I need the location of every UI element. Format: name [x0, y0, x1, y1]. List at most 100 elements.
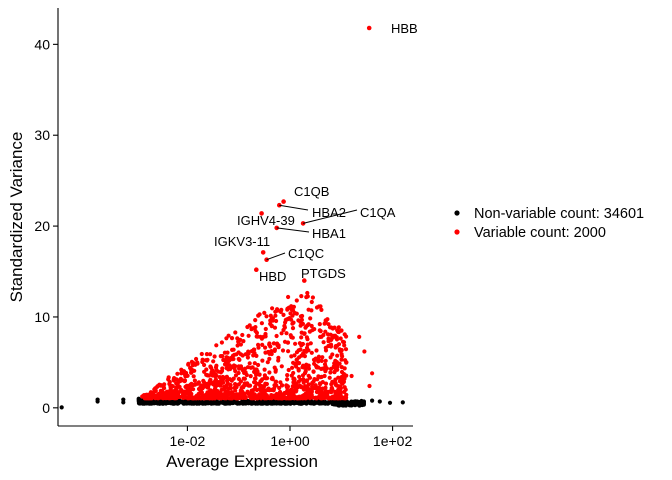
variable-point: [278, 309, 283, 314]
variable-point: [302, 365, 307, 370]
labeled-gene-point: [302, 278, 307, 283]
variable-point: [334, 383, 339, 388]
non-variable-point: [275, 399, 280, 404]
variable-point: [313, 383, 318, 388]
variable-point: [263, 381, 268, 386]
variable-point: [288, 311, 293, 316]
variable-point: [224, 383, 229, 388]
variable-point: [228, 382, 233, 388]
variable-point: [308, 341, 313, 346]
variable-point: [314, 305, 320, 310]
variable-point: [205, 385, 210, 390]
variable-point: [236, 376, 241, 382]
variable-point: [181, 369, 187, 374]
variable-point: [292, 353, 297, 358]
variable-point: [290, 365, 295, 370]
variable-point: [219, 387, 224, 392]
variable-point: [168, 388, 173, 393]
variable-point: [285, 317, 290, 322]
variable-point: [246, 391, 251, 396]
variable-point: [341, 340, 347, 345]
variable-point: [251, 353, 256, 358]
variable-point: [185, 387, 190, 392]
variable-point: [274, 318, 279, 324]
variable-point: [212, 354, 217, 359]
variable-point: [320, 355, 325, 360]
variable-point: [335, 363, 340, 368]
legend-key-non-variable: [454, 210, 460, 216]
variable-point: [219, 396, 224, 401]
variable-point: [301, 378, 306, 383]
variable-point: [309, 299, 314, 305]
variable-point: [229, 336, 235, 341]
variable-point: [207, 396, 212, 401]
non-variable-point: [317, 401, 322, 406]
variable-point: [317, 322, 322, 327]
variable-point: [256, 362, 261, 368]
variable-point: [319, 307, 324, 312]
variable-point: [317, 328, 322, 333]
variable-point: [282, 391, 287, 396]
y-tick-label: 20: [34, 218, 50, 234]
variable-point: [339, 357, 344, 362]
variable-point: [239, 394, 244, 399]
variable-point: [233, 330, 238, 335]
variable-point: [252, 361, 257, 366]
variable-point: [323, 329, 328, 334]
variable-point: [225, 378, 230, 383]
variable-point: [281, 312, 286, 317]
variable-point: [200, 359, 205, 365]
variable-point: [343, 387, 348, 392]
label-leader-lines: [266, 204, 358, 261]
variable-point: [247, 323, 252, 328]
variable-point: [285, 373, 290, 378]
variable-point: [253, 318, 258, 323]
variable-point: [306, 363, 311, 368]
variable-point: [182, 379, 187, 384]
variable-point: [267, 370, 272, 375]
variable-point: [280, 348, 286, 353]
variable-point: [243, 352, 248, 357]
variable-point: [284, 331, 289, 336]
variable-point: [331, 365, 336, 370]
variable-point: [289, 307, 294, 312]
variable-point: [263, 326, 268, 332]
non-variable-point: [255, 401, 260, 406]
variable-point: [246, 333, 251, 338]
legend-label-variable: Variable count: 2000: [474, 225, 606, 241]
variable-point: [186, 361, 191, 366]
variable-point: [299, 394, 304, 399]
variable-point: [212, 383, 217, 388]
variable-point: [270, 316, 275, 321]
variable-point: [252, 376, 258, 381]
variable-point: [310, 295, 315, 300]
variable-point: [214, 373, 219, 378]
gene-label: C1QA: [360, 205, 396, 220]
variable-point: [306, 386, 311, 391]
variable-point: [316, 358, 321, 363]
variable-point: [177, 394, 183, 399]
variable-point: [270, 306, 275, 311]
variable-point: [213, 377, 218, 382]
variable-point: [286, 349, 291, 354]
variable-point: [323, 348, 329, 353]
variable-point: [191, 374, 196, 379]
variable-point: [230, 347, 235, 352]
variable-point: [235, 343, 240, 348]
variable-point: [242, 366, 248, 371]
variable-point: [349, 373, 354, 379]
variable-point: [225, 389, 230, 394]
non-variable-point: [311, 401, 316, 406]
variable-point: [277, 385, 282, 391]
variable-point: [194, 356, 199, 362]
variable-point: [329, 382, 334, 387]
variable-point: [145, 396, 150, 401]
variable-point: [318, 382, 323, 387]
variable-point: [328, 342, 334, 347]
variable-point: [298, 319, 303, 324]
variable-point: [334, 343, 339, 349]
variable-point: [241, 376, 246, 381]
non-variable-point: [270, 399, 275, 404]
variable-point: [319, 334, 324, 339]
